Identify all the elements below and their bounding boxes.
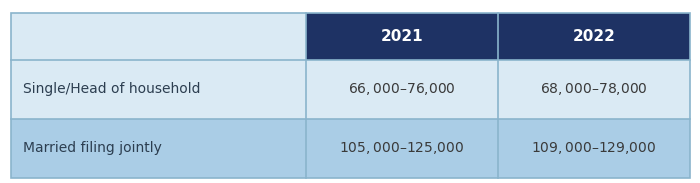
- Text: 2021: 2021: [381, 29, 424, 44]
- Bar: [10, 119, 306, 178]
- Text: $105,000–$125,000: $105,000–$125,000: [340, 140, 465, 156]
- Bar: [498, 119, 690, 178]
- Text: $109,000–$129,000: $109,000–$129,000: [531, 140, 657, 156]
- Text: 2022: 2022: [573, 29, 615, 44]
- Text: $68,000–$78,000: $68,000–$78,000: [540, 81, 648, 97]
- Bar: [306, 13, 498, 60]
- Text: Married filing jointly: Married filing jointly: [23, 141, 162, 155]
- Bar: [306, 60, 498, 119]
- Bar: [498, 13, 690, 60]
- Bar: [10, 13, 306, 60]
- Bar: [498, 60, 690, 119]
- Text: Single/Head of household: Single/Head of household: [23, 82, 201, 96]
- Bar: [10, 60, 306, 119]
- Bar: [306, 119, 498, 178]
- Text: $66,000–$76,000: $66,000–$76,000: [348, 81, 456, 97]
